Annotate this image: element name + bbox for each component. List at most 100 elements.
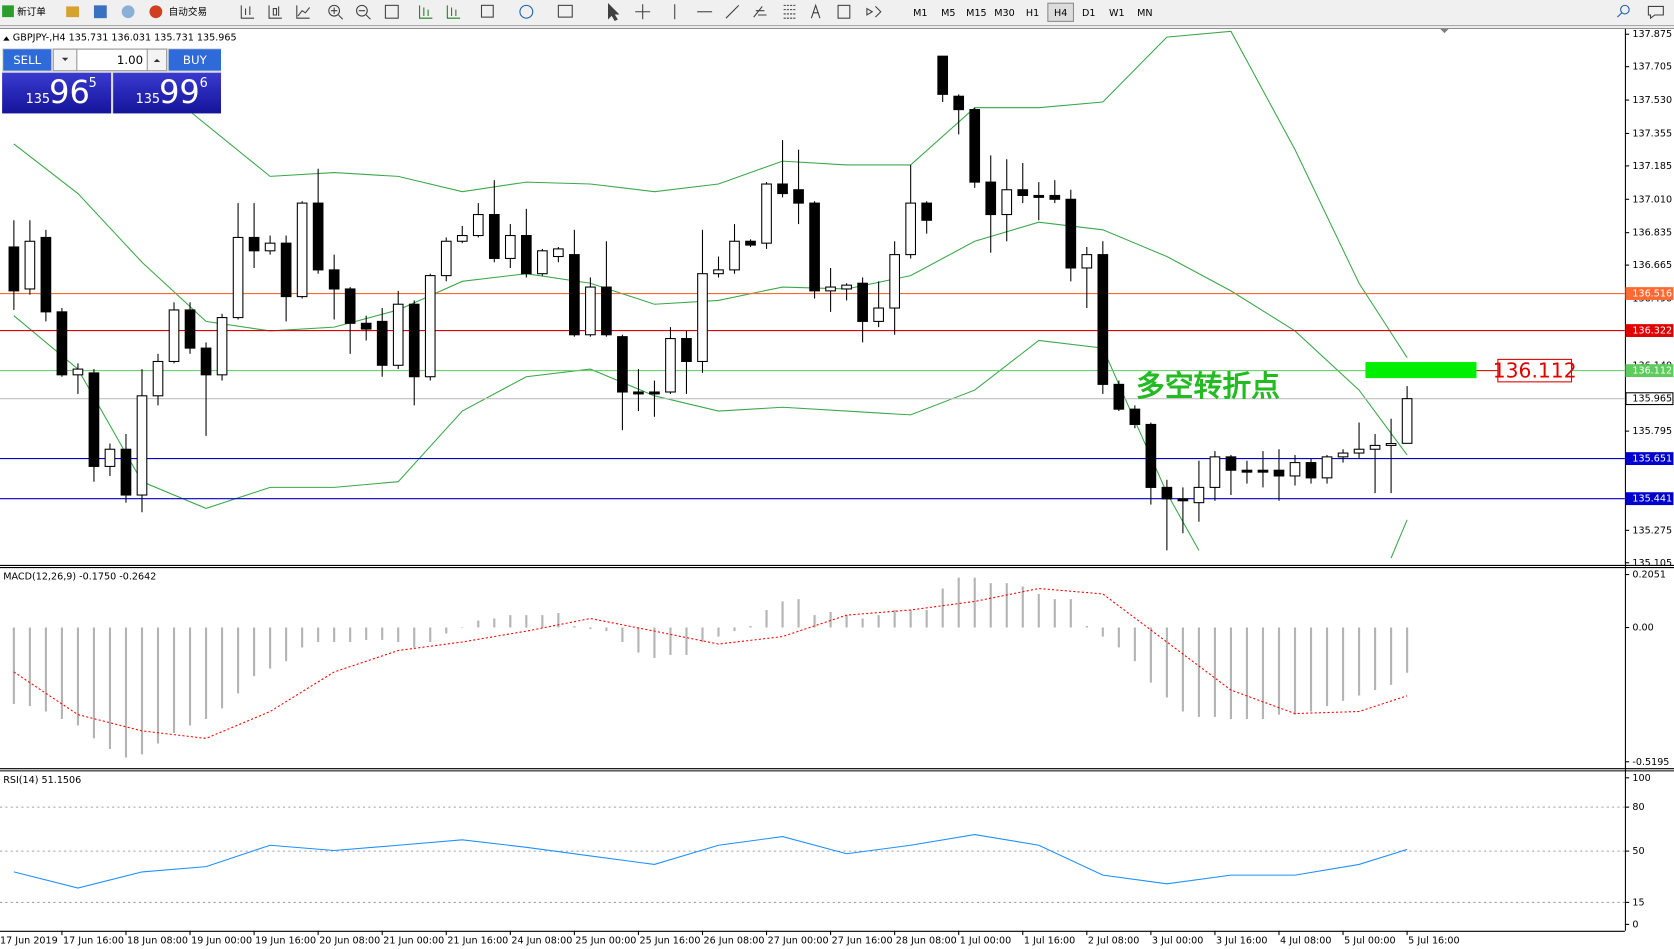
icon[interactable] [837,4,851,19]
timeframe-button[interactable]: M15 [966,8,987,19]
rsi-title: RSI(14) 51.1506 [3,775,81,786]
candle-body [889,254,900,309]
price-level-label: 136.516 [1632,289,1672,300]
icon[interactable] [419,5,433,19]
sell-bg[interactable] [3,49,52,71]
new-order-label[interactable]: 新订单 [17,6,46,18]
x-tick-label: 17 Jun 16:00 [63,935,124,946]
icon[interactable] [328,4,341,17]
candle-body [809,202,820,292]
buy-bg[interactable] [168,49,221,71]
candle-body [857,282,868,322]
icon[interactable] [557,4,573,18]
candle-body [1033,194,1045,198]
auto-trading-label[interactable]: 自动交易 [169,6,207,18]
y-tick-label: -0.5195 [1632,757,1669,768]
icon[interactable] [635,4,651,20]
icon[interactable] [783,4,797,19]
y-tick-label: 0.00 [1632,623,1653,634]
price-level-box [1625,287,1674,300]
bollinger-band [13,143,1408,456]
price-level-label: 135.651 [1632,454,1672,465]
price-level-label: 135.965 [1632,394,1672,405]
x-tick-label: 21 Jun 16:00 [447,935,508,946]
buy-button[interactable]: BUY [168,49,221,71]
icon[interactable] [866,6,882,18]
timeframe-button[interactable]: M30 [994,8,1015,19]
icon[interactable] [240,5,255,19]
icon[interactable] [753,6,767,18]
level-callout-box [1497,358,1573,383]
candle-body [264,242,276,252]
buy-price-point: 6 [200,76,208,91]
icon[interactable] [446,5,461,19]
candle-body [376,320,388,366]
price-panel [0,30,1625,559]
icon[interactable] [480,4,494,18]
timeframe-button[interactable]: H1 [1026,8,1039,19]
buy-label[interactable]: BUY [183,53,208,67]
candle-body [56,311,68,376]
candle-body [713,269,724,275]
axes: 137.875 137.705 137.530 137.355 137.185 137.0… [0,29,1674,946]
candle-body [344,288,356,324]
candle-body [296,202,308,298]
x-tick-label: 18 Jun 08:00 [127,935,188,946]
icon[interactable] [810,3,821,19]
candle-body [537,250,548,275]
y-tick-label: 137.010 [1632,194,1672,205]
price-level-label: 136.322 [1632,326,1672,337]
icon [2,5,14,18]
timeframe-button[interactable]: MN [1137,8,1152,19]
icon[interactable] [268,5,282,19]
turning-zone [1365,362,1477,379]
icon[interactable] [358,10,371,20]
new-order-button[interactable]: 新订单 [2,5,46,18]
candle-body [761,183,772,244]
auto-trading-button[interactable]: 自动交易 [149,5,207,19]
sell-button[interactable]: SELL [3,49,52,71]
candle-body [1177,498,1189,502]
y-tick-label: 15 [1632,897,1644,908]
icon[interactable] [356,4,368,17]
sell-price-point: 5 [89,76,97,91]
buy-price-box[interactable] [113,72,221,114]
lot-value[interactable]: 1.00 [117,53,143,67]
candle-body [312,202,324,271]
rsi-line [13,833,1408,889]
y-tick-label: 0 [1632,919,1638,930]
candle-body [456,235,468,242]
timeframe-button[interactable]: W1 [1109,8,1125,19]
icon[interactable] [93,5,107,19]
candle-body [1369,444,1381,450]
icon[interactable] [725,4,740,19]
sell-price-box[interactable] [2,72,112,114]
icon[interactable] [519,4,534,19]
candle-body [1065,198,1077,269]
sell-label[interactable]: SELL [13,53,41,67]
toolbar [0,0,1674,26]
icon[interactable] [66,6,80,18]
icon [153,58,161,63]
icon[interactable] [607,2,620,22]
candle-body [24,240,36,290]
timeframe-active[interactable] [1047,2,1075,22]
chat-icon[interactable] [1647,5,1664,20]
candle-body [440,240,452,277]
timeframe-button[interactable]: H4 [1054,8,1067,19]
x-tick-label: 28 Jun 08:00 [896,935,957,946]
y-tick-label: 136.835 [1632,228,1672,239]
icon[interactable] [384,4,399,19]
icon[interactable] [296,5,311,19]
timeframe-button[interactable]: M1 [913,8,927,19]
timeframe-button[interactable]: D1 [1082,8,1096,19]
timeframe-button[interactable]: M5 [941,8,955,19]
search-icon[interactable] [1620,4,1630,15]
candle-body [1337,452,1349,458]
icon[interactable] [330,7,344,20]
price-level-label: 136.112 [1632,366,1672,377]
price-level-box [1625,364,1674,378]
y-tick-label: 135.275 [1632,525,1672,536]
icon[interactable] [121,5,135,19]
candle-body [168,309,180,363]
